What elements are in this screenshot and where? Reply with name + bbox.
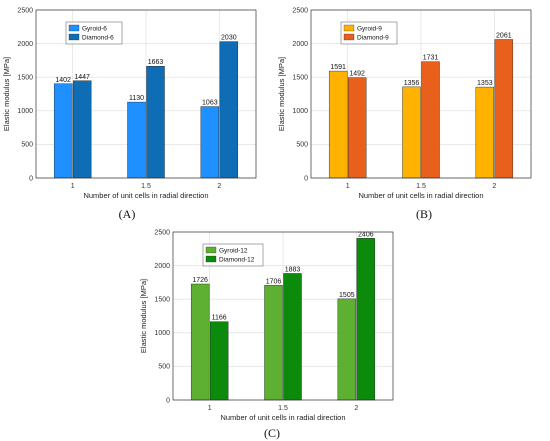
x-tick-label: 1.5 [278, 405, 288, 412]
y-tick-label: 1500 [292, 75, 308, 82]
bar-diamond-12 [356, 238, 376, 401]
y-tick-label: 1000 [17, 108, 33, 115]
y-tick-label: 2000 [17, 41, 33, 48]
x-tick-label: 2 [217, 183, 221, 190]
bar-diamond-9 [347, 77, 367, 179]
chart-b: 0 500 1000 1500 2000 2500 1 1.5 2 1591 1356 1353 149… [277, 7, 532, 200]
bar-gyroid-6 [200, 106, 220, 179]
data-label: 2030 [221, 35, 237, 42]
bar-gyroid-6 [53, 83, 73, 179]
legend-entry: Diamond-6 [82, 34, 114, 41]
bar-diamond-6 [72, 80, 92, 179]
legend-entry: Gyroid-12 [219, 247, 248, 254]
legend-swatch [205, 255, 217, 263]
bar-gyroid-12 [264, 285, 283, 401]
data-label: 1353 [477, 80, 493, 87]
x-tick-label: 2 [492, 183, 496, 190]
data-label: 1356 [404, 80, 420, 87]
legend-swatch [205, 246, 217, 254]
bar-diamond-9 [494, 39, 514, 179]
y-tick-label: 2500 [17, 7, 33, 14]
data-label: 1166 [212, 315, 227, 322]
axes-frame [172, 231, 394, 401]
bar-gyroid-9 [402, 86, 421, 179]
x-tick-label: 1 [346, 183, 350, 190]
x-tick-label: 1.5 [141, 183, 151, 190]
data-label: 2406 [358, 231, 374, 238]
bar-gyroid-9 [475, 86, 495, 179]
caption-a: (A) [118, 207, 136, 221]
y-tick-label: 1500 [17, 75, 33, 82]
legend-swatch [68, 33, 80, 41]
y-tick-label: 0 [29, 175, 33, 182]
legend-box [202, 243, 264, 267]
y-tick-label: 500 [21, 142, 33, 149]
bar-gyroid-6 [127, 101, 146, 179]
bar-diamond-12 [209, 321, 229, 401]
bar-gyroid-12 [190, 283, 210, 401]
data-label: 1706 [266, 278, 282, 285]
y-axis-label: Elastic modulus [MPa] [277, 57, 286, 131]
x-axis-label: Number of unit cells in radial direction [358, 191, 483, 200]
data-label: 1447 [74, 74, 90, 81]
y-axis-label: Elastic modulus [MPa] [139, 279, 148, 353]
x-tick-label: 1.5 [416, 183, 426, 190]
y-tick-label: 0 [166, 397, 170, 404]
data-label: 1591 [330, 64, 346, 71]
legend-swatch [68, 24, 80, 32]
x-tick-label: 1 [71, 183, 75, 190]
y-tick-label: 1000 [292, 108, 308, 115]
chart-c: 0 500 1000 1500 2000 2500 1 1.5 2 1726 1706 1505 116… [139, 229, 394, 422]
x-tick-label: 2 [354, 405, 358, 412]
data-label: 1130 [129, 95, 144, 102]
y-tick-label: 1000 [154, 330, 170, 337]
data-label: 1505 [339, 292, 355, 299]
bar-diamond-12 [283, 273, 302, 401]
y-tick-label: 2000 [292, 41, 308, 48]
legend-swatch [343, 24, 355, 32]
data-label: 1883 [285, 266, 301, 273]
y-tick-label: 2000 [154, 263, 170, 270]
legend-entry: Gyroid-9 [357, 25, 382, 32]
bar-gyroid-12 [337, 298, 357, 401]
data-label: 1663 [148, 59, 164, 66]
y-tick-label: 500 [296, 142, 308, 149]
y-tick-label: 2500 [154, 229, 170, 236]
x-tick-label: 1 [208, 405, 212, 412]
caption-c: (C) [264, 426, 280, 440]
legend-box [65, 21, 123, 45]
y-tick-label: 0 [304, 175, 308, 182]
legend-entry: Diamond-12 [219, 256, 255, 263]
y-axis-label: Elastic modulus [MPa] [2, 57, 11, 131]
caption-b: (B) [416, 207, 432, 221]
axes-frame [35, 9, 257, 179]
bar-gyroid-9 [328, 70, 348, 179]
legend-entry: Diamond-9 [357, 34, 389, 41]
data-label: 1731 [423, 55, 439, 62]
x-axis-label: Number of unit cells in radial direction [220, 413, 345, 422]
chart-a: 0 500 1000 1500 2000 2500 1 1.5 2 1402 1130 1063 144… [2, 7, 257, 200]
data-label: 1063 [202, 100, 218, 107]
bar-diamond-6 [146, 66, 165, 179]
bar-diamond-6 [219, 41, 239, 179]
data-label: 1492 [349, 71, 365, 78]
y-tick-label: 1500 [154, 297, 170, 304]
axes-frame [310, 9, 532, 179]
legend-swatch [343, 33, 355, 41]
x-axis-label: Number of unit cells in radial direction [83, 191, 208, 200]
data-label: 2061 [496, 33, 512, 40]
data-label: 1402 [55, 77, 71, 84]
y-tick-label: 500 [158, 364, 170, 371]
y-tick-label: 2500 [292, 7, 308, 14]
bar-diamond-9 [421, 61, 440, 179]
legend-box [340, 21, 398, 45]
legend-entry: Gyroid-6 [82, 25, 107, 32]
data-label: 1726 [192, 277, 208, 284]
